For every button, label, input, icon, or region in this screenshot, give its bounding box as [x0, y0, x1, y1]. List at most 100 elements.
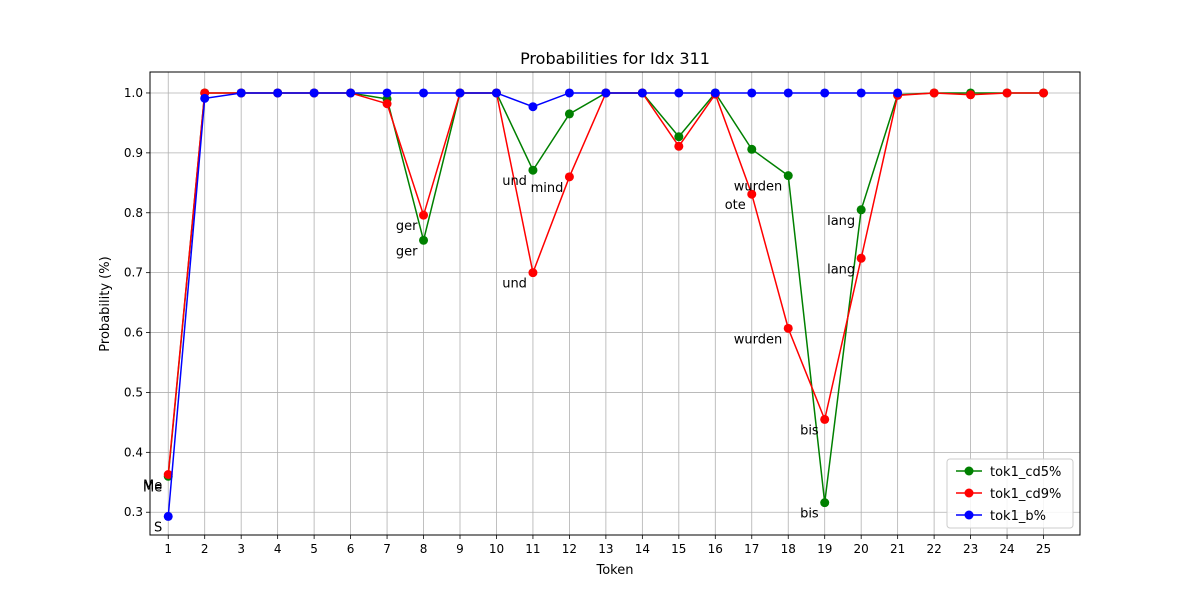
series-point	[419, 235, 429, 245]
x-tick-label: 4	[274, 542, 282, 556]
series-point	[491, 88, 501, 98]
y-tick-label: 1.0	[124, 86, 143, 100]
series-point	[710, 88, 720, 98]
series-point	[966, 90, 976, 100]
series-point	[163, 470, 173, 480]
point-annotation: bis	[800, 507, 819, 522]
x-tick-label: 20	[854, 542, 869, 556]
axis-ticks: 1 2 3 4 5 6 7 8 9 10 11 12 13 14 15 16 17 18 19 20 21 22 23 24 2…	[124, 86, 1051, 556]
point-annotation: lang	[827, 214, 855, 229]
series-point	[783, 323, 793, 333]
x-axis-label: Token	[596, 563, 634, 578]
series-point	[1039, 88, 1049, 98]
point-annotation: ote	[725, 198, 746, 213]
series-point	[856, 88, 866, 98]
series-point	[601, 88, 611, 98]
y-tick-label: 0.4	[124, 445, 143, 459]
series-point	[528, 165, 538, 175]
series-point	[856, 205, 866, 215]
series-point	[820, 414, 830, 424]
y-tick-label: 0.6	[124, 326, 143, 340]
x-tick-label: 16	[708, 542, 723, 556]
y-axis-label: Probability (%)	[98, 256, 113, 351]
legend-marker	[964, 488, 974, 498]
point-annotation: und	[502, 174, 527, 189]
series-point	[163, 511, 173, 521]
x-tick-label: 24	[999, 542, 1014, 556]
series-point	[637, 88, 647, 98]
series-point	[455, 88, 465, 98]
legend-box	[946, 458, 1074, 529]
point-annotation: bis	[800, 423, 819, 438]
x-tick-label: 9	[456, 542, 464, 556]
series-point	[820, 88, 830, 98]
point-annotation: mind	[531, 181, 564, 196]
x-tick-label: 23	[963, 542, 978, 556]
x-tick-label: 17	[744, 542, 759, 556]
series-point	[747, 88, 757, 98]
series-point	[747, 189, 757, 199]
series-point	[236, 88, 246, 98]
series-point	[747, 144, 757, 154]
series-point	[564, 88, 574, 98]
series-point	[856, 253, 866, 263]
legend-label: tok1_cd9%	[990, 487, 1061, 502]
x-tick-label: 11	[525, 542, 540, 556]
series-point	[528, 102, 538, 112]
point-annotation: Me	[143, 479, 162, 494]
series-point	[674, 88, 684, 98]
series-point	[382, 88, 392, 98]
series-point	[674, 141, 684, 151]
series-point	[783, 171, 793, 181]
legend-marker	[964, 466, 974, 476]
series-point	[820, 498, 830, 508]
series-point	[929, 88, 939, 98]
plot-frame	[149, 71, 1081, 536]
x-tick-label: 25	[1036, 542, 1051, 556]
x-tick-label: 5	[310, 542, 318, 556]
series-point	[309, 88, 319, 98]
x-tick-label: 15	[671, 542, 686, 556]
point-annotation: wurden	[734, 180, 782, 195]
series-point	[1002, 88, 1012, 98]
x-tick-label: 3	[237, 542, 245, 556]
point-annotation: und	[502, 277, 527, 292]
x-tick-label: 1	[164, 542, 172, 556]
x-tick-label: 14	[635, 542, 650, 556]
legend-marker	[964, 510, 974, 520]
chart-title: Probabilities for Idx 311	[520, 49, 710, 68]
series-point	[346, 88, 356, 98]
y-tick-label: 0.3	[124, 505, 143, 519]
y-tick-label: 0.5	[124, 385, 143, 399]
series-point	[783, 88, 793, 98]
y-tick-label: 0.9	[124, 146, 143, 160]
x-tick-label: 6	[347, 542, 355, 556]
x-tick-label: 13	[598, 542, 613, 556]
x-tick-label: 10	[489, 542, 504, 556]
x-tick-label: 8	[420, 542, 428, 556]
series-point	[419, 210, 429, 220]
point-annotation: lang	[827, 262, 855, 277]
series-point	[273, 88, 283, 98]
x-tick-label: 21	[890, 542, 905, 556]
series-point	[382, 99, 392, 109]
x-tick-label: 22	[926, 542, 941, 556]
series-point	[893, 88, 903, 98]
point-annotation: Me	[143, 480, 162, 495]
x-tick-label: 19	[817, 542, 832, 556]
series-point	[674, 132, 684, 142]
legend: tok1_cd5% tok1_cd9% tok1_b%	[946, 458, 1074, 529]
x-tick-label: 18	[781, 542, 796, 556]
series-lines	[163, 88, 1049, 521]
series-point	[564, 172, 574, 182]
y-tick-label: 0.8	[124, 206, 143, 220]
legend-label: tok1_cd5%	[990, 465, 1061, 480]
point-annotation: wurden	[734, 332, 782, 347]
y-tick-label: 0.7	[124, 266, 143, 280]
x-tick-label: 12	[562, 542, 577, 556]
point-annotation: S	[154, 520, 162, 535]
series-point	[528, 268, 538, 278]
series-point	[200, 93, 210, 103]
